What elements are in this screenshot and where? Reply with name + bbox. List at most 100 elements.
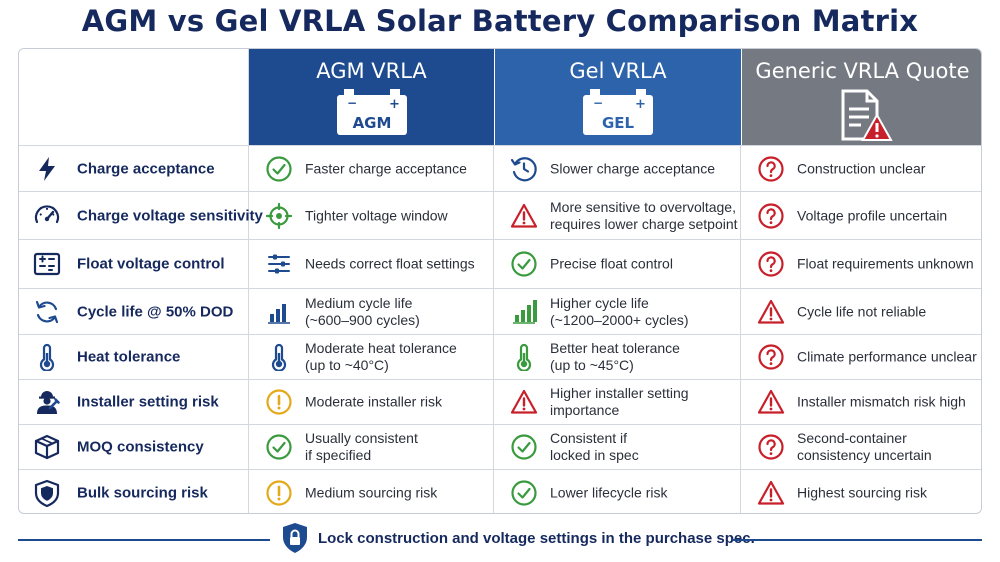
generic-cell: Cycle life not reliable xyxy=(741,289,981,334)
gel-cell: Lower lifecycle risk xyxy=(494,470,741,513)
matrix-row: MOQ consistency Usually consistent if spe… xyxy=(19,424,981,469)
cell-text-line: Moderate heat tolerance xyxy=(305,340,457,356)
sliders-icon xyxy=(268,254,290,274)
matrix-row: Charge acceptance Faster charge acceptan… xyxy=(19,145,981,191)
cell-text: Voltage profile uncertain xyxy=(797,207,947,224)
cell-text-line: Lower lifecycle risk xyxy=(550,484,668,500)
footer-divider-left xyxy=(18,539,270,541)
matrix-row: Bulk sourcing risk Medium sourcing risk … xyxy=(19,469,981,513)
gel-battery-icon: − + GEL xyxy=(583,89,653,135)
agm-cell: Faster charge acceptance xyxy=(249,146,494,191)
cell-text: Lower lifecycle risk xyxy=(550,484,667,501)
cell-text-line: (up to ~40°C) xyxy=(305,357,389,373)
page-title: AGM vs Gel VRLA Solar Battery Comparison… xyxy=(81,4,919,38)
svg-text:GEL: GEL xyxy=(602,114,635,132)
cell-text-line: Climate performance unclear xyxy=(797,348,977,365)
cell-text: Second-container consistency uncertain xyxy=(797,430,932,464)
agm-cell: Medium sourcing risk xyxy=(249,470,494,513)
cell-text-line: Voltage profile uncertain xyxy=(797,207,948,223)
cell-text: Needs correct float settings xyxy=(305,256,475,273)
cell-text-line: if specified xyxy=(305,447,372,463)
footer-note: Lock construction and voltage settings i… xyxy=(318,530,755,547)
column-header-label: Generic VRLA Quote xyxy=(755,59,970,83)
bar-chart-icon xyxy=(268,303,290,324)
generic-cell: Installer mismatch risk high xyxy=(741,380,981,424)
gel-cell: Slower charge acceptance xyxy=(494,146,741,191)
thermometer-icon xyxy=(516,343,532,371)
warning-icon xyxy=(757,299,785,324)
cell-text-line: consistency uncertain xyxy=(797,447,932,463)
generic-cell: Highest sourcing risk xyxy=(741,470,981,513)
cell-text: Faster charge acceptance xyxy=(305,160,467,177)
agm-cell: Medium cycle life (~600–900 cycles) xyxy=(249,289,494,334)
gel-cell: Precise float control xyxy=(494,240,741,288)
warning-icon xyxy=(757,389,785,414)
cell-text-line: importance xyxy=(550,402,620,418)
cell-text: Float requirements unknown xyxy=(797,256,974,273)
agm-cell: Moderate installer risk xyxy=(249,380,494,424)
clock-icon xyxy=(510,156,537,181)
generic-cell: Construction unclear xyxy=(741,146,981,191)
cycle-icon xyxy=(35,300,59,323)
cell-text-line: requires lower charge setpoint xyxy=(550,215,738,232)
cell-text-line: (~600–900 cycles) xyxy=(305,311,420,328)
question-icon xyxy=(758,251,784,277)
box-icon xyxy=(34,434,60,460)
criterion-label: Heat tolerance xyxy=(77,348,181,366)
agm-battery-icon: − + AGM xyxy=(336,89,407,135)
column-header-gel: Gel VRLA − + GEL xyxy=(494,49,741,145)
criterion-label: Bulk sourcing risk xyxy=(77,484,208,501)
cell-text: Medium cycle life (~600–900 cycles) xyxy=(305,295,420,329)
controller-icon xyxy=(33,252,61,276)
cell-text-line: Moderate installer risk xyxy=(305,393,442,410)
check-icon xyxy=(511,434,537,460)
cell-text: Construction unclear xyxy=(797,160,925,177)
matrix-row: Heat tolerance Moderate heat tolerance (u… xyxy=(19,334,981,379)
cell-text: Consistent if locked in spec xyxy=(550,430,639,464)
cell-text-line: Usually consistent xyxy=(305,430,418,446)
warning-icon xyxy=(757,480,785,505)
generic-cell: Voltage profile uncertain xyxy=(741,192,981,239)
question-icon xyxy=(758,202,784,229)
document-warning-icon xyxy=(841,89,893,141)
criterion-cell: Charge acceptance xyxy=(19,146,249,191)
warning-icon xyxy=(510,203,538,228)
matrix-row: Installer setting risk Moderate installe… xyxy=(19,379,981,424)
comparison-matrix: AGM VRLA − + AGM Gel VRLA − + GEL Generi… xyxy=(18,48,982,514)
warning-icon xyxy=(510,389,538,414)
cell-text: Highest sourcing risk xyxy=(797,484,927,501)
cell-text: Installer mismatch risk high xyxy=(797,394,966,411)
cell-text-line: Construction unclear xyxy=(797,160,926,176)
column-header-label: AGM VRLA xyxy=(316,59,427,83)
cell-text: Cycle life not reliable xyxy=(797,303,926,320)
column-header-generic: Generic VRLA Quote xyxy=(741,49,981,145)
gel-cell: Higher installer setting importance xyxy=(494,380,741,424)
agm-cell: Tighter voltage window xyxy=(249,192,494,239)
installer-icon xyxy=(37,391,60,414)
svg-text:AGM: AGM xyxy=(352,114,391,132)
criterion-cell: Heat tolerance xyxy=(19,335,249,379)
check-icon xyxy=(266,434,292,460)
cell-text: Moderate heat tolerance (up to ~40°C) xyxy=(305,340,457,374)
cell-text: Higher installer setting importance xyxy=(550,385,689,419)
cell-text: Slower charge acceptance xyxy=(550,160,715,177)
cell-text-line: Consistent if xyxy=(550,430,628,446)
cell-text-line: Better heat tolerance xyxy=(550,340,680,356)
svg-text:−: − xyxy=(593,96,603,110)
svg-text:+: + xyxy=(635,97,646,112)
gel-cell: More sensitive to overvoltage, requires l… xyxy=(494,192,741,239)
question-icon xyxy=(758,155,784,182)
check-icon xyxy=(266,155,292,182)
cell-text-line: Cycle life not reliable xyxy=(797,303,927,319)
criterion-cell: Installer setting risk xyxy=(19,380,249,424)
agm-cell: Moderate heat tolerance (up to ~40°C) xyxy=(249,335,494,379)
cell-text-line: Tighter voltage window xyxy=(305,207,448,223)
svg-text:+: + xyxy=(389,97,400,112)
cell-text-line: Higher cycle life xyxy=(550,294,649,311)
cell-text-line: More sensitive to overvoltage, xyxy=(550,198,736,215)
matrix-row: Cycle life @ 50% DOD Medium cycle life (~… xyxy=(19,288,981,334)
cell-text-line: Installer mismatch risk high xyxy=(797,393,966,410)
cell-text-line: Medium sourcing risk xyxy=(305,484,438,500)
criterion-cell: Float voltage control xyxy=(19,240,249,288)
cell-text-line: Float requirements unknown xyxy=(797,255,974,272)
